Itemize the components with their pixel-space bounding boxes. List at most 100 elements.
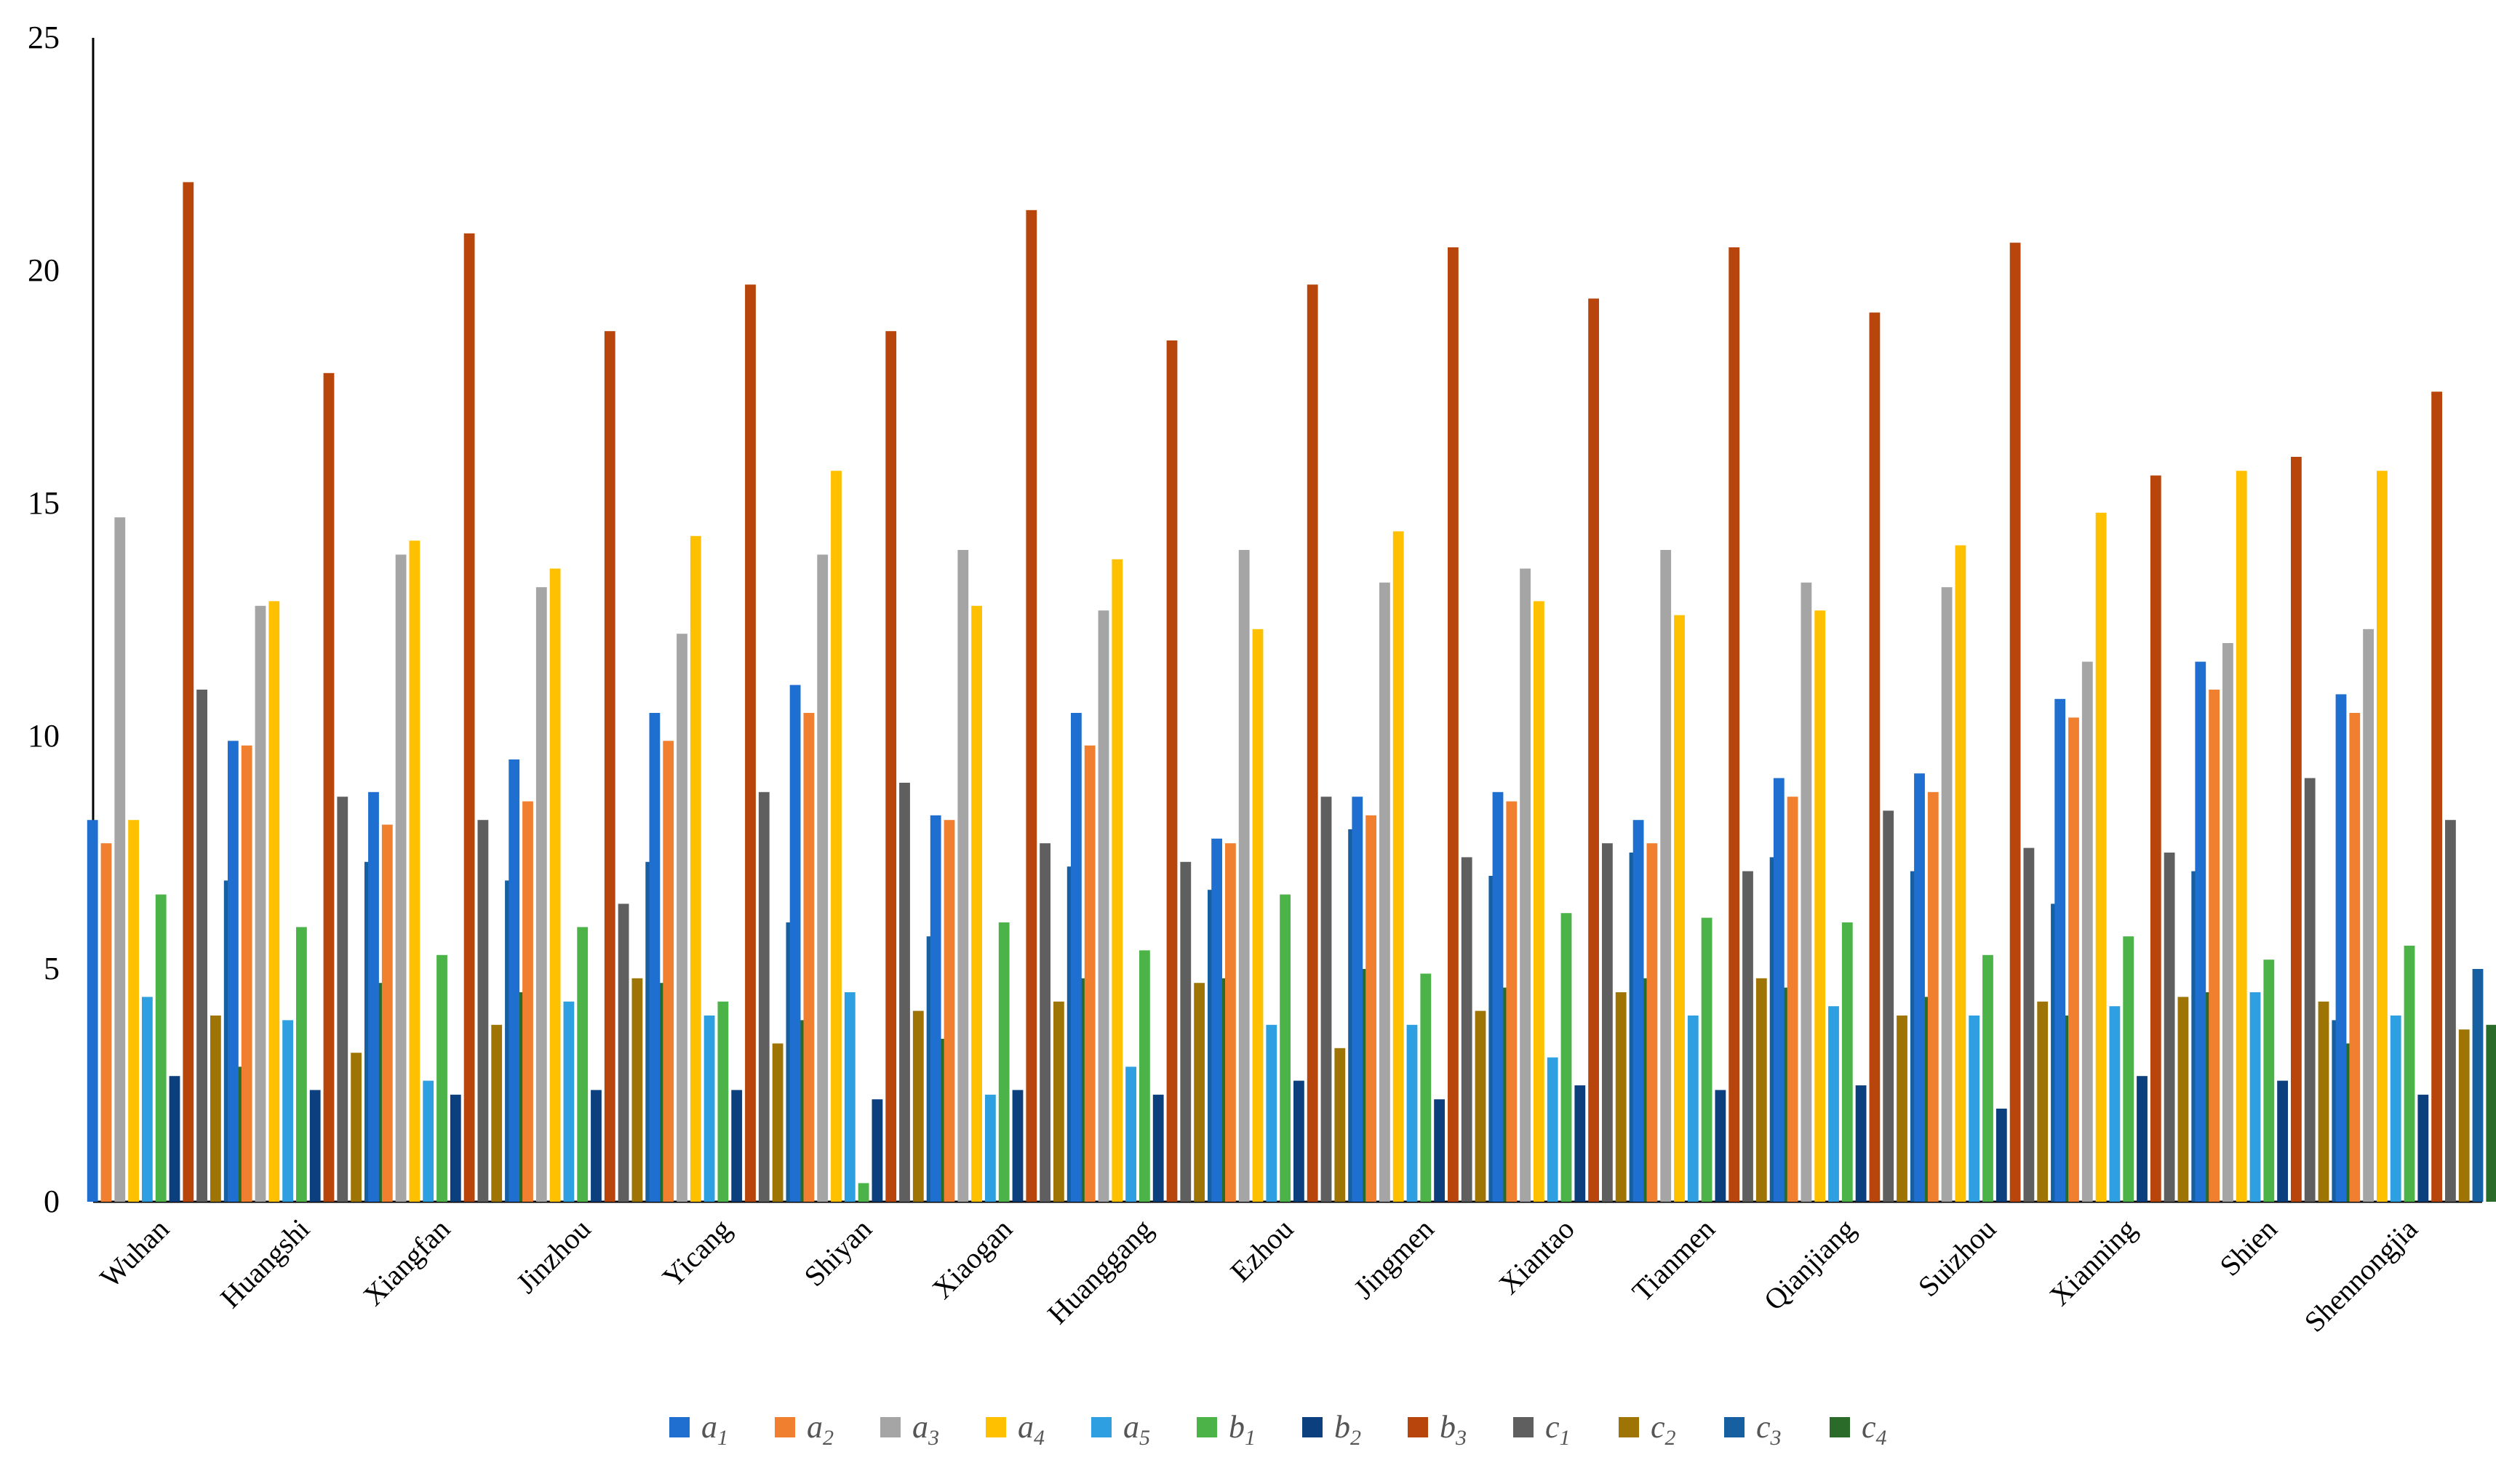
bar <box>1475 1010 1486 1202</box>
legend-swatch <box>669 1417 690 1437</box>
legend-item: c1 <box>1513 1409 1571 1450</box>
bar <box>1492 791 1504 1202</box>
legend-label: a3 <box>912 1409 939 1450</box>
bar <box>1574 1085 1586 1202</box>
legend-label: b2 <box>1334 1409 1361 1450</box>
bar <box>2404 946 2415 1202</box>
bar-group <box>1632 247 1795 1202</box>
bar <box>381 824 393 1202</box>
bar <box>831 471 842 1202</box>
bar <box>1252 629 1264 1202</box>
bar <box>1715 1090 1726 1202</box>
legend-label: c4 <box>1862 1409 1887 1450</box>
bar-group <box>2054 475 2216 1202</box>
legend-label: c2 <box>1651 1409 1676 1450</box>
bar <box>1632 820 1644 1202</box>
bar <box>1071 713 1082 1202</box>
bar <box>1927 791 1939 1202</box>
bar <box>2318 1001 2329 1202</box>
bar <box>971 605 982 1202</box>
bar-group <box>1211 284 1373 1202</box>
bar <box>1352 797 1363 1202</box>
bar <box>323 372 335 1202</box>
bar <box>2068 717 2079 1202</box>
category-labels: Wuhan Huangshi Xiangfan Jinzhou Yicang Shiyan… <box>94 1212 2424 1338</box>
bar-group <box>789 331 952 1202</box>
bar <box>1588 298 1599 1202</box>
bar <box>577 927 589 1202</box>
legend-item: b1 <box>1197 1409 1256 1450</box>
bar <box>1773 778 1785 1202</box>
category-label: Shiyan <box>797 1213 877 1293</box>
bar <box>745 284 756 1202</box>
bar <box>1211 838 1222 1202</box>
bar <box>368 791 379 1202</box>
category-label: Shennongjia <box>2298 1212 2424 1338</box>
legend-item: a2 <box>775 1409 834 1450</box>
category-label: Xiaogan <box>925 1213 1018 1306</box>
category-label: Tianmen <box>1626 1213 1721 1308</box>
bar <box>2304 778 2316 1202</box>
y-tick-label: 20 <box>28 252 60 288</box>
bar <box>351 1053 362 1202</box>
bar <box>2037 1001 2049 1202</box>
bar <box>758 791 770 1202</box>
bar <box>2137 1076 2148 1202</box>
bar <box>1266 1024 1277 1202</box>
bar <box>2363 629 2374 1202</box>
y-tick-label: 15 <box>28 485 60 521</box>
bar <box>491 1024 503 1202</box>
bar <box>1897 1016 1907 1202</box>
bar <box>1180 861 1192 1202</box>
bar <box>1841 922 1853 1202</box>
bar <box>1194 983 1205 1202</box>
bar <box>2431 391 2442 1202</box>
bar <box>885 331 897 1202</box>
bar <box>677 634 687 1202</box>
bar-group <box>1492 298 1654 1202</box>
bar <box>2335 694 2347 1202</box>
bar <box>282 1020 293 1202</box>
bar <box>844 992 856 1202</box>
bar <box>1012 1090 1024 1202</box>
bar <box>1995 1109 2007 1202</box>
bar <box>196 690 207 1202</box>
bar <box>604 331 615 1202</box>
legend-label: a5 <box>1123 1409 1150 1450</box>
bar <box>872 1099 883 1202</box>
legend-item: a5 <box>1091 1409 1150 1450</box>
bar-group <box>368 233 530 1202</box>
bar <box>2177 997 2189 1202</box>
bar <box>1238 550 1250 1202</box>
category-label: Shien <box>2213 1213 2283 1282</box>
bar <box>1307 284 1318 1202</box>
category-label: Yicang <box>656 1213 738 1294</box>
bar <box>2081 661 2093 1202</box>
bar <box>649 713 661 1202</box>
bar <box>591 1090 602 1202</box>
bar <box>241 745 252 1202</box>
legend-label: c1 <box>1545 1409 1571 1450</box>
legend-swatch <box>986 1417 1006 1437</box>
bar-group <box>1773 312 1935 1202</box>
legend-swatch <box>1408 1417 1428 1437</box>
category-label: Huangshi <box>214 1213 316 1315</box>
bar <box>1883 810 1894 1202</box>
bar <box>957 550 969 1202</box>
bar <box>87 820 98 1202</box>
bar <box>1602 843 1613 1202</box>
bar <box>1280 894 1291 1202</box>
bar <box>817 554 829 1202</box>
bar <box>1547 1057 1558 1202</box>
bar <box>618 903 629 1202</box>
bar <box>944 820 955 1202</box>
bar <box>1941 587 1953 1202</box>
legend-label: a4 <box>1018 1409 1045 1450</box>
bar <box>2164 853 2175 1202</box>
bar <box>2458 1029 2470 1202</box>
legend-swatch <box>880 1417 901 1437</box>
bar-group <box>228 372 389 1202</box>
category-label: Xiangfan <box>356 1213 456 1312</box>
legend-label: c3 <box>1756 1409 1782 1450</box>
bar <box>1560 913 1572 1202</box>
